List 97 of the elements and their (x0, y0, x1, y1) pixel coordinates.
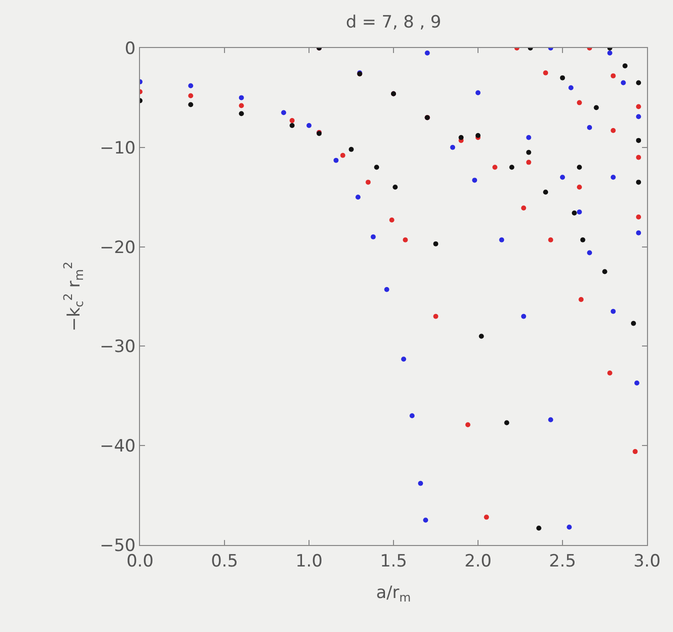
point (484, 514, 489, 520)
point (306, 123, 312, 128)
x-tick-label: 2.0 (464, 551, 492, 572)
point (521, 206, 526, 211)
point (340, 152, 346, 158)
point (521, 314, 526, 319)
point (607, 50, 612, 56)
point (610, 308, 616, 314)
x-tick-label: 0.0 (126, 551, 154, 572)
point (576, 184, 582, 190)
point (580, 237, 586, 242)
point (433, 314, 438, 319)
point (632, 449, 638, 454)
point (587, 250, 592, 256)
point (188, 93, 194, 98)
point (450, 144, 456, 150)
point (492, 164, 498, 170)
point (433, 241, 438, 246)
point (389, 217, 394, 222)
y-tick-label: −40 (100, 436, 136, 457)
point (576, 100, 582, 106)
y-tick-label: −10 (100, 138, 136, 158)
point (594, 105, 599, 110)
point (560, 75, 565, 80)
point (238, 103, 244, 108)
point (366, 180, 371, 185)
point (476, 90, 480, 96)
point (526, 150, 532, 155)
point (402, 237, 408, 242)
point (602, 269, 608, 274)
point (636, 214, 642, 220)
point (636, 154, 642, 160)
point (636, 138, 642, 143)
x-axis-title: a/r$_{m}$ (376, 582, 411, 604)
point (610, 128, 616, 133)
point (587, 125, 592, 130)
point (392, 184, 398, 190)
point (576, 164, 582, 170)
point (188, 83, 194, 88)
point (636, 230, 642, 236)
point (504, 420, 510, 426)
point (418, 480, 424, 486)
point (566, 524, 572, 530)
point (374, 164, 380, 170)
point (622, 63, 628, 68)
point (188, 102, 194, 108)
point (636, 80, 642, 86)
x-tick-label: 0.5 (210, 551, 238, 572)
point (509, 164, 514, 170)
point (548, 237, 554, 242)
point (356, 194, 361, 200)
point (423, 518, 428, 523)
point (572, 210, 577, 216)
point (334, 158, 339, 163)
x-tick-label: 2.5 (548, 551, 576, 572)
point (410, 413, 415, 418)
x-tick-label: 1.5 (380, 551, 408, 572)
point (384, 287, 390, 292)
point (472, 178, 478, 183)
point (578, 296, 584, 302)
chart-title: d = 7, 8 , 9 (346, 12, 442, 33)
point (630, 320, 636, 326)
point (568, 85, 574, 90)
point (620, 80, 626, 86)
y-tick-label: 0 (124, 38, 136, 59)
point (576, 210, 582, 215)
point (526, 160, 532, 165)
point (636, 180, 642, 185)
x-tick-label: 3.0 (633, 551, 661, 572)
point (348, 146, 354, 152)
point (290, 118, 295, 124)
y-tick-label: −30 (100, 337, 136, 358)
point (281, 110, 286, 116)
point (636, 104, 642, 110)
point (401, 356, 406, 362)
point (610, 174, 616, 180)
y-tick-label: −20 (100, 238, 136, 258)
point (499, 237, 504, 242)
x-tick-label: 1.0 (295, 551, 323, 572)
point (634, 380, 640, 386)
point (370, 234, 376, 240)
point (238, 111, 244, 116)
point (536, 526, 542, 531)
point (543, 70, 548, 76)
point (458, 134, 464, 140)
point (636, 114, 642, 120)
point (560, 174, 565, 180)
point (526, 134, 532, 140)
point (607, 370, 612, 376)
point (548, 417, 554, 422)
point (238, 95, 244, 100)
point (465, 422, 470, 428)
point (543, 190, 548, 195)
point (478, 334, 484, 339)
point (424, 50, 430, 56)
point (290, 123, 295, 128)
point (610, 73, 616, 78)
